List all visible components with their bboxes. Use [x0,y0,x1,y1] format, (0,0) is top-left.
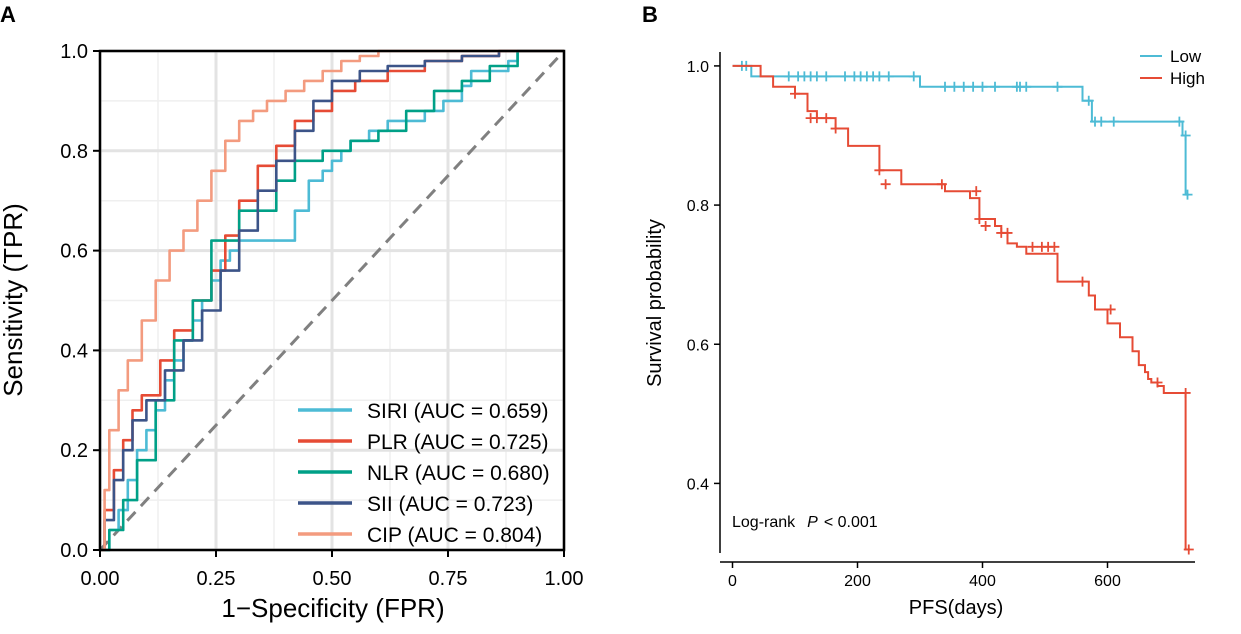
km-censor-mark-low [1108,116,1119,127]
km-y-tick-label: 0.8 [687,198,709,215]
roc-y-axis-label: Sensitivity (TPR) [0,203,28,397]
km-censor-mark-low [949,81,960,92]
km-censor-mark-high [790,88,800,99]
panel-a-label: A [0,2,16,27]
km-censor-mark-low [840,71,850,82]
km-censor-mark-low [977,81,988,92]
roc-legend-label-nlr: NLR (AUC = 0.680) [367,462,550,485]
logrank-p-label: P [807,514,818,531]
logrank-label: Log-rank [732,514,796,531]
km-censor-mark-low [1174,116,1185,127]
roc-x-tick-label: 0.75 [429,568,468,590]
roc-y-tick-label: 0.2 [60,440,88,462]
roc-x-tick-label: 0.00 [81,568,120,590]
roc-curve-cip [100,49,564,552]
roc-x-axis-label: 1−Specificity (FPR) [221,593,444,623]
km-y-tick-label: 0.6 [687,337,709,354]
logrank-p-value: < 0.001 [824,514,878,531]
roc-curve-sii [100,49,564,552]
km-censor-mark-high [974,214,985,224]
km-censor-mark-high [936,179,947,190]
logrank-annotation: Log-rank P < 0.001 [732,514,878,531]
km-censor-mark-low [821,71,832,82]
km-y-tick-label: 1.0 [687,59,709,76]
km-censor-mark-low [990,81,1000,92]
survival-plot: 0.4 0.6 0.8 1.0 0 200 400 600 Low High [687,47,1205,590]
km-censor-mark-low [1180,130,1191,141]
roc-y-tick-label: 1.0 [60,41,88,63]
km-censor-mark-high [1049,241,1060,252]
km-censor-mark-low [1021,81,1032,92]
km-censor-mark-high [1077,276,1088,287]
roc-x-tick-label: 0.50 [313,568,352,590]
km-censor-mark-low [1052,81,1063,92]
km-censor-mark-high [874,165,885,176]
km-legend-label-high: High [1170,69,1205,88]
km-censor-mark-low [1096,116,1107,127]
km-censor-mark-low [874,71,885,82]
km-censor-mark-high [821,113,832,124]
km-censor-mark-high [880,179,891,190]
km-censor-mark-high [1183,544,1194,555]
roc-diagonal-reference [98,49,566,552]
km-curve-low [732,64,1189,196]
km-censor-mark-high [1152,377,1163,388]
roc-x-tick-label: 1.00 [545,568,584,590]
roc-x-tick-label: 0.25 [197,568,236,590]
km-censor-mark-low [968,81,979,92]
km-censor-mark-high [1105,304,1116,315]
km-curve-high [732,64,1190,551]
km-x-tick-label: 200 [844,573,871,590]
km-censor-mark-low [940,81,950,92]
km-censor-mark-high [1180,387,1191,398]
km-x-tick-label: 600 [1094,573,1121,590]
roc-curve-siri [100,49,564,552]
roc-plot: 0.00 0.25 0.50 0.75 1.00 0.0 0.2 0.4 0.6 0.8 1.0 SI… [60,41,583,590]
km-censor-mark-high [1002,227,1013,238]
km-censor-mark-high [980,220,991,231]
km-censor-mark-low [783,71,794,82]
km-censor-mark-low [908,71,919,82]
roc-legend-label-plr: PLR (AUC = 0.725) [367,431,549,454]
km-x-tick-label: 400 [969,573,996,590]
roc-y-tick-label: 0.6 [60,241,88,263]
km-censor-mark-low [1182,189,1193,200]
km-censor-mark-high [1027,241,1038,252]
km-censor-mark-high [811,113,822,124]
roc-legend-label-cip: CIP (AUC = 0.804) [367,524,542,547]
km-legend-label-low: Low [1170,47,1202,66]
roc-curve-nlr [100,49,564,552]
panel-b-label: B [642,2,658,27]
km-x-axis-label: PFS(days) [909,597,1003,619]
km-censor-mark-low [958,81,969,92]
km-censor-mark-low [811,71,822,82]
km-censor-mark-high [971,186,982,197]
roc-y-tick-label: 0.4 [60,340,88,362]
roc-y-tick-label: 0.0 [60,540,88,562]
km-y-axis-label: Survival probability [644,219,666,387]
km-x-tick-label: 0 [728,573,737,590]
roc-legend-label-siri: SIRI (AUC = 0.659) [367,400,548,423]
km-censor-mark-high [830,123,841,134]
km-y-tick-label: 0.4 [687,476,709,493]
roc-y-tick-label: 0.8 [60,141,88,163]
roc-legend-label-sii: SII (AUC = 0.723) [367,493,533,516]
km-censor-mark-low [1083,95,1094,106]
km-censor-mark-low [883,71,894,82]
